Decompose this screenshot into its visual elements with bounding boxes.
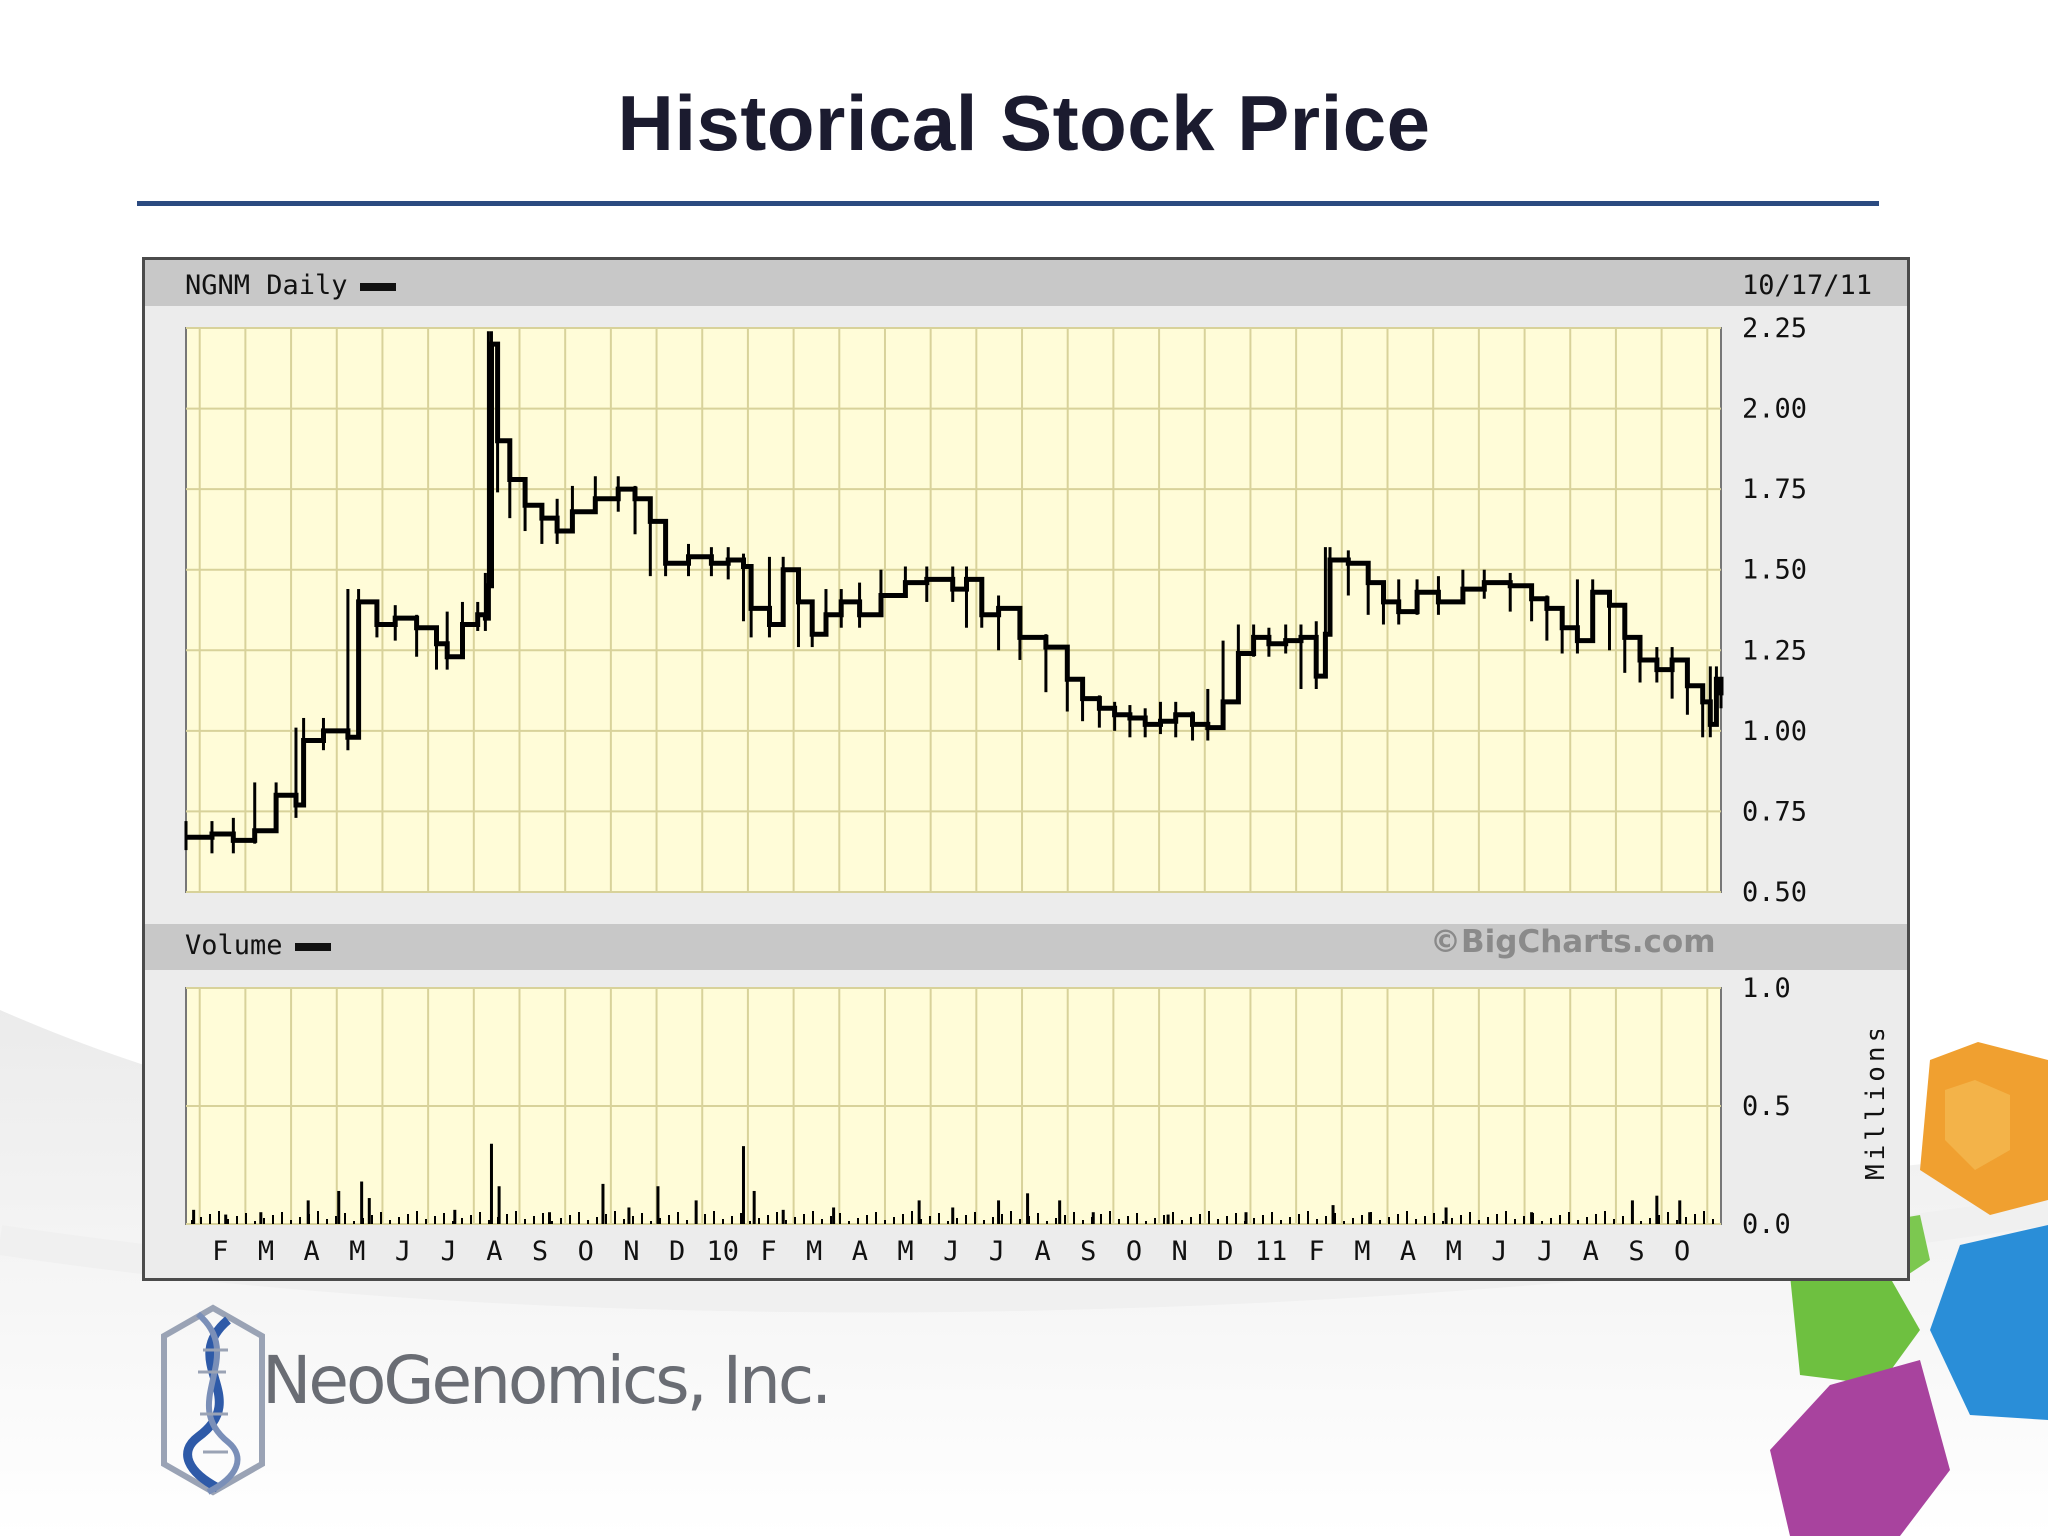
hexagon-cluster-icon [1770,1042,2048,1536]
x-tick-label: N [1172,1236,1188,1267]
x-tick-label: S [1628,1236,1644,1267]
volume-y-tick-label: 0.5 [1742,1091,1791,1122]
x-tick-label: J [1537,1236,1553,1267]
page-title: Historical Stock Price [617,79,1431,167]
volume-y-tick-label: 1.0 [1742,973,1791,1004]
chart-date: 10/17/11 [1742,270,1873,301]
company-name: NeoGenomics, Inc. [262,1342,832,1419]
x-tick-label: A [1034,1236,1050,1267]
volume-series [191,1143,1714,1224]
x-tick-label: J [1491,1236,1507,1267]
volume-header-strip [145,924,1907,970]
x-tick-label: A [486,1236,502,1267]
dna-helix-icon [161,1304,265,1496]
x-tick-label: S [1080,1236,1096,1267]
x-tick-label: S [532,1236,548,1267]
x-tick-label: J [395,1236,411,1267]
x-tick-label: J [943,1236,959,1267]
x-tick-label: F [1309,1236,1325,1267]
price-y-tick-label: 1.25 [1742,635,1807,666]
price-y-tick-label: 1.75 [1742,474,1807,505]
title-underline [137,201,1879,206]
x-tick-label: J [441,1236,457,1267]
x-tick-label: M [897,1236,913,1267]
price-y-tick-label: 2.25 [1742,313,1807,344]
volume-series-name: Volume [185,930,283,961]
stock-chart: F M A M J J A S O N D 10 F M A M J J A S O N D 11 F M A M J J A S O0.500… [145,260,1907,1267]
x-tick-label: O [1674,1236,1690,1267]
volume-legend-swatch [294,942,331,951]
volume-legend: Volume [185,930,331,961]
x-tick-label: O [578,1236,594,1267]
x-tick-label: 11 [1255,1236,1288,1267]
price-legend-swatch [359,282,396,291]
price-y-tick-label: 1.50 [1742,555,1807,586]
price-y-tick-label: 2.00 [1742,394,1807,425]
price-header-strip [145,260,1907,306]
x-tick-label: M [806,1236,822,1267]
x-tick-label: M [349,1236,365,1267]
price-series [184,331,1724,854]
volume-axis-label-text: Millions [1861,1030,1891,1180]
bigcharts-watermark: ©BigCharts.com [1430,924,1716,960]
x-tick-label: F [760,1236,776,1267]
x-tick-label: M [258,1236,274,1267]
price-y-tick-label: 1.00 [1742,716,1807,747]
x-tick-label: D [1217,1236,1233,1267]
x-tick-label: N [623,1236,639,1267]
x-tick-label: M [1354,1236,1370,1267]
price-legend: NGNM Daily [185,270,396,301]
volume-axis-label: Millions [1861,1030,1891,1180]
price-y-tick-label: 0.75 [1742,796,1807,827]
x-tick-label: O [1126,1236,1142,1267]
x-tick-label: M [1446,1236,1462,1267]
x-tick-label: F [212,1236,228,1267]
x-tick-label: A [1400,1236,1416,1267]
x-tick-label: D [669,1236,685,1267]
x-tick-label: 10 [707,1236,740,1267]
x-tick-label: A [1583,1236,1599,1267]
price-y-tick-label: 0.50 [1742,877,1807,908]
volume-y-tick-label: 0.0 [1742,1209,1791,1240]
price-plot-area [185,327,1722,893]
x-tick-label: A [852,1236,868,1267]
price-series-name: NGNM Daily [185,270,348,301]
x-tick-label: A [303,1236,319,1267]
x-tick-label: J [989,1236,1005,1267]
